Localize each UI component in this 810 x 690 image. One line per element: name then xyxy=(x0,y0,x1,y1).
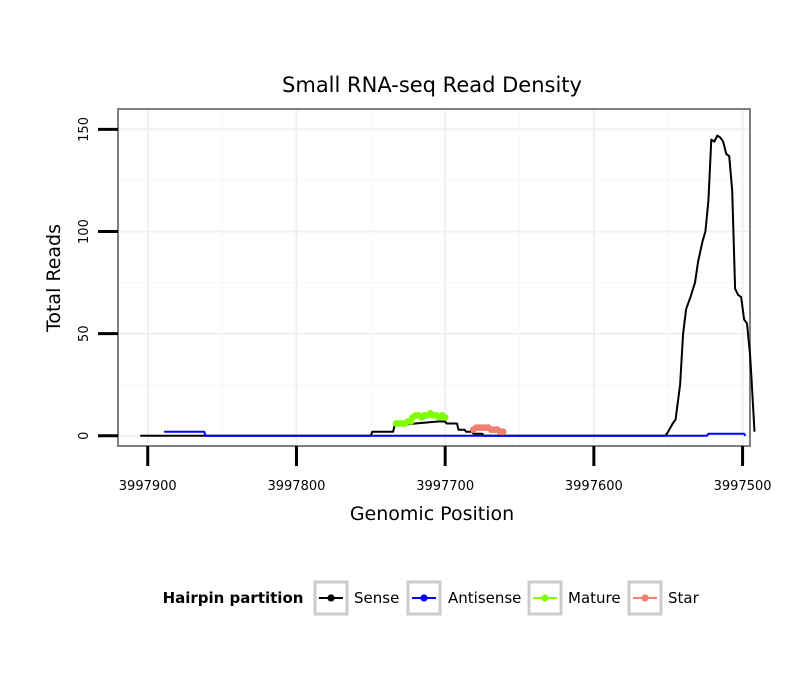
panel-border xyxy=(117,108,751,447)
legend-label: Sense xyxy=(354,589,399,607)
legend-entry-sense: Sense xyxy=(313,580,399,616)
series-line xyxy=(164,430,747,437)
series-antisense xyxy=(164,430,747,437)
y-axis-label: Total Reads xyxy=(43,224,65,333)
legend-entry-star: Star xyxy=(627,580,700,616)
y-axis: 0 50 100 150 xyxy=(77,117,118,440)
x-tick-label: 3997900 xyxy=(119,479,177,494)
legend-key-point xyxy=(327,594,335,602)
x-tick-label: 3997500 xyxy=(714,479,772,494)
y-tick-label: 50 xyxy=(77,325,92,342)
x-tick-label: 3997600 xyxy=(565,479,623,494)
series-layer xyxy=(140,134,756,437)
legend-key-point xyxy=(641,594,649,602)
y-tick-label: 150 xyxy=(77,117,92,142)
x-tick-label: 3997800 xyxy=(267,479,325,494)
legend: Hairpin partition Sense Antisense Mature St… xyxy=(163,580,700,616)
legend-key-point xyxy=(420,594,428,602)
x-axis-label: Genomic Position xyxy=(350,503,514,525)
legend-label: Antisense xyxy=(448,589,521,607)
x-tick-label: 3997700 xyxy=(416,479,474,494)
series-mature xyxy=(392,409,449,427)
data-point xyxy=(441,414,449,421)
data-point xyxy=(499,428,507,436)
series-line xyxy=(140,134,756,437)
y-tick-label: 0 xyxy=(77,432,92,440)
series-sense xyxy=(140,134,756,437)
legend-key-point xyxy=(541,594,549,602)
grid xyxy=(118,109,750,446)
y-tick-label: 100 xyxy=(77,219,92,244)
legend-title: Hairpin partition xyxy=(163,589,304,607)
x-axis: 3997900 3997800 3997700 3997600 3997500 xyxy=(119,446,772,494)
chart-title: Small RNA-seq Read Density xyxy=(282,73,582,97)
legend-entry-mature: Mature xyxy=(527,580,621,616)
series-star xyxy=(470,424,507,436)
legend-label: Mature xyxy=(568,589,621,607)
legend-label: Star xyxy=(668,589,700,607)
legend-entry-antisense: Antisense xyxy=(406,580,521,616)
